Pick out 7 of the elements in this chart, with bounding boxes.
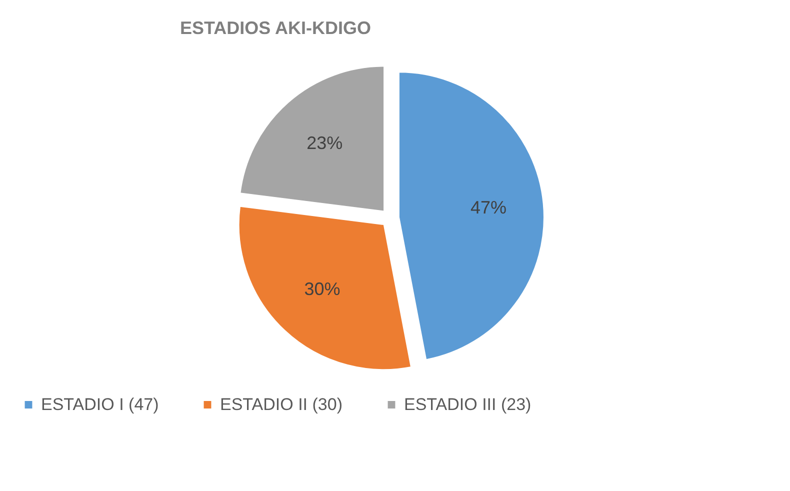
data-label: 23% <box>306 132 343 153</box>
legend-label: ESTADIO III (23) <box>404 394 532 414</box>
data-label: 30% <box>304 279 340 300</box>
legend-label: ESTADIO I (47) <box>41 394 159 414</box>
chart-title: ESTADIOS AKI-KDIGO <box>180 18 372 38</box>
data-label: 47% <box>470 198 506 218</box>
legend-label: ESTADIO II (30) <box>220 394 342 414</box>
